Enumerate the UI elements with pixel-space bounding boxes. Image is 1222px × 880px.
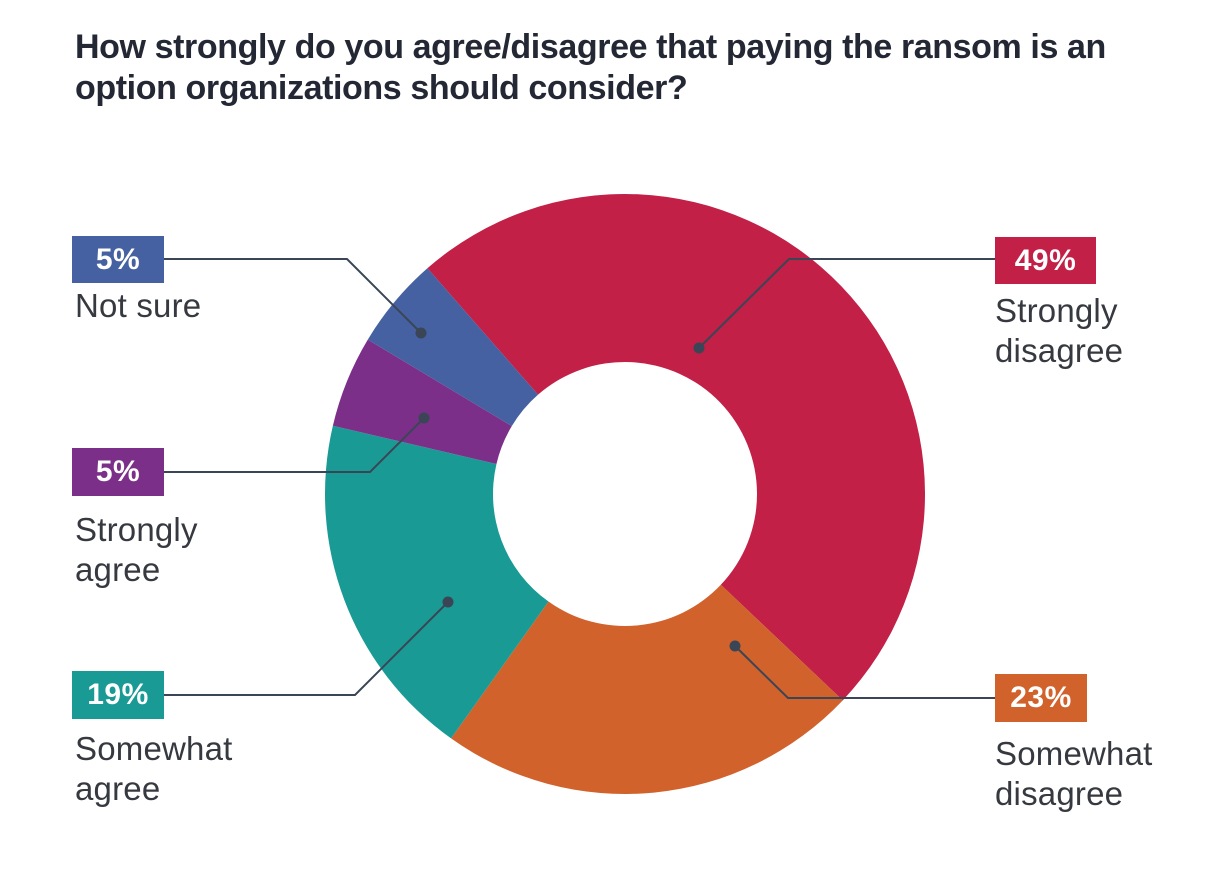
callout-line-somewhat-disagree (734, 645, 995, 699)
category-label-line: disagree (995, 332, 1124, 369)
category-label-line: disagree (995, 775, 1124, 812)
value-badge-text: 49% (1014, 243, 1077, 277)
callout-dot-strongly-disagree (693, 342, 705, 354)
value-badge-text: 19% (87, 678, 149, 711)
callout-dot-somewhat-agree (442, 596, 454, 608)
callout-dot-not-sure (415, 327, 427, 339)
donut-segment-strongly-agree (332, 339, 512, 464)
category-label-line: Somewhat (995, 735, 1153, 772)
category-label-line: Not sure (75, 287, 202, 324)
donut-segment-somewhat-agree (325, 425, 549, 739)
category-label-strongly-agree: Strongly agree (75, 510, 198, 590)
callout-line-somewhat-agree (164, 601, 449, 696)
value-badge-somewhat-disagree: 23% (995, 674, 1087, 722)
category-label-line: Somewhat (75, 730, 233, 767)
callout-dot-somewhat-disagree (729, 640, 741, 652)
donut-segment-not-sure (367, 268, 539, 427)
value-badge-strongly-agree: 5% (72, 448, 164, 496)
donut-segment-strongly-disagree (427, 193, 926, 701)
category-label-not-sure: Not sure (75, 286, 201, 326)
callout-line-not-sure (164, 258, 422, 334)
value-badge-strongly-disagree: 49% (995, 237, 1096, 284)
category-label-line: agree (75, 770, 161, 807)
donut-segment-somewhat-disagree (451, 584, 843, 794)
category-label-somewhat-agree: Somewhat agree (75, 729, 233, 809)
value-badge-text: 5% (95, 455, 141, 488)
category-label-strongly-disagree: Strongly disagree (995, 291, 1123, 371)
category-label-somewhat-disagree: Somewhat disagree (995, 734, 1153, 814)
callout-line-strongly-agree (164, 417, 425, 473)
callout-line-strongly-disagree (698, 258, 995, 349)
category-label-line: Strongly (75, 511, 198, 548)
value-badge-text: 23% (1010, 681, 1072, 714)
callout-dot-strongly-agree (418, 412, 430, 424)
value-badge-not-sure: 5% (72, 236, 164, 283)
value-badge-text: 5% (95, 242, 141, 276)
category-label-line: Strongly (995, 292, 1118, 329)
value-badge-somewhat-agree: 19% (72, 671, 164, 719)
chart-title: How strongly do you agree/disagree that … (75, 28, 1106, 107)
category-label-line: agree (75, 551, 161, 588)
